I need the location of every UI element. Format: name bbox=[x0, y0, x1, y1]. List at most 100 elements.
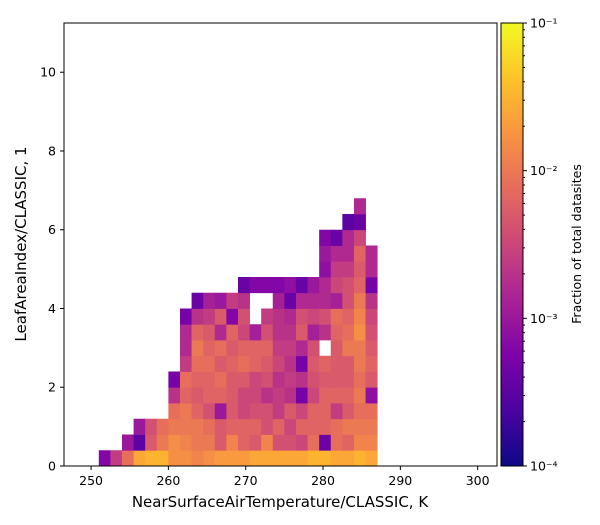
heatmap-cell bbox=[237, 355, 250, 372]
heatmap-cell bbox=[342, 229, 355, 246]
heatmap-cell bbox=[284, 308, 297, 325]
heatmap-cell bbox=[353, 339, 366, 357]
heatmap-cell bbox=[226, 324, 239, 341]
x-axis-label: NearSurfaceAirTemperature/CLASSIC, K bbox=[132, 493, 430, 511]
heatmap-cell bbox=[353, 213, 366, 231]
heatmap-cell bbox=[249, 418, 262, 435]
heatmap-cell bbox=[353, 292, 366, 309]
heatmap-cell bbox=[295, 292, 308, 309]
heatmap-cell bbox=[284, 402, 297, 420]
heatmap-cell bbox=[261, 450, 274, 467]
heatmap-cell bbox=[365, 355, 378, 372]
heatmap-cell bbox=[353, 371, 366, 388]
heatmap-cell bbox=[342, 418, 355, 435]
heatmap-cell bbox=[284, 292, 297, 309]
heatmap-cell bbox=[272, 308, 285, 325]
heatmap-cell bbox=[237, 371, 250, 388]
heatmap-cell bbox=[365, 261, 378, 278]
x-tick-label: 300 bbox=[466, 473, 490, 488]
heatmap-cell bbox=[307, 355, 320, 372]
heatmap-cell bbox=[214, 339, 227, 357]
heatmap-cell bbox=[133, 434, 146, 451]
heatmap-cell bbox=[353, 387, 366, 404]
heatmap-cell bbox=[214, 324, 227, 341]
heatmap-cell bbox=[249, 324, 262, 341]
heatmap-cell bbox=[353, 355, 366, 372]
heatmap-cell bbox=[214, 355, 227, 372]
heatmap-cell bbox=[342, 371, 355, 388]
heatmap-cell bbox=[330, 434, 343, 451]
heatmap-cell bbox=[307, 450, 320, 467]
colorbar-ticks: 10⁻¹ 10⁻² 10⁻³ 10⁻⁴ bbox=[523, 16, 558, 474]
y-tick-label: 2 bbox=[48, 380, 56, 395]
heatmap-cell bbox=[330, 371, 343, 388]
heatmap-cell bbox=[307, 418, 320, 435]
heatmap-cell bbox=[237, 339, 250, 357]
heatmap-cell bbox=[284, 276, 297, 294]
colorbar-tick-label: 10⁻¹ bbox=[530, 16, 558, 31]
heatmap-cell bbox=[179, 324, 192, 341]
heatmap-cell bbox=[249, 276, 262, 294]
heatmap-cell bbox=[168, 387, 181, 404]
heatmap-cell bbox=[237, 276, 250, 294]
heatmap-cell bbox=[295, 355, 308, 372]
heatmap-cell bbox=[342, 261, 355, 278]
heatmap-cell bbox=[319, 308, 332, 325]
heatmap-cell bbox=[365, 339, 378, 357]
heatmap-cell bbox=[179, 418, 192, 435]
heatmap-cell bbox=[168, 371, 181, 388]
heatmap-cell bbox=[261, 387, 274, 404]
heatmap-cell bbox=[330, 450, 343, 467]
heatmap-cell bbox=[249, 434, 262, 451]
heatmap-cell bbox=[179, 371, 192, 388]
heatmap-cell bbox=[284, 371, 297, 388]
heatmap-cell bbox=[203, 324, 216, 341]
heatmap-cell bbox=[353, 261, 366, 278]
x-tick-label: 270 bbox=[234, 473, 258, 488]
heatmap-cell bbox=[261, 418, 274, 435]
heatmap-cell bbox=[121, 434, 134, 451]
heatmap-cell bbox=[319, 402, 332, 420]
heatmap-cell bbox=[295, 402, 308, 420]
heatmap-cell bbox=[319, 434, 332, 451]
heatmap-cell bbox=[249, 355, 262, 372]
heatmap-cell bbox=[168, 450, 181, 467]
heatmap-cell bbox=[330, 355, 343, 372]
heatmap-cell bbox=[191, 355, 204, 372]
heatmap-cell bbox=[214, 418, 227, 435]
heatmap-cell bbox=[191, 292, 204, 309]
heatmap-cell bbox=[342, 308, 355, 325]
heatmap-cell bbox=[203, 339, 216, 357]
heatmap-cell bbox=[272, 292, 285, 309]
heatmap-cell bbox=[342, 213, 355, 231]
heatmap-cell bbox=[342, 292, 355, 309]
heatmap-cell bbox=[191, 450, 204, 467]
heatmap-cell bbox=[284, 324, 297, 341]
heatmap-cell bbox=[226, 418, 239, 435]
heatmap-cell bbox=[365, 402, 378, 420]
y-tick-label: 8 bbox=[48, 143, 56, 158]
heatmap-cell bbox=[191, 402, 204, 420]
heatmap-cell bbox=[226, 308, 239, 325]
heatmap-cell bbox=[307, 387, 320, 404]
heatmap-cell bbox=[284, 387, 297, 404]
heatmap-cell bbox=[168, 434, 181, 451]
heatmap-cell bbox=[203, 418, 216, 435]
y-tick-label: 4 bbox=[48, 301, 56, 316]
heatmap-cell bbox=[261, 371, 274, 388]
heatmap-cell bbox=[191, 387, 204, 404]
heatmap-cell bbox=[226, 339, 239, 357]
heatmap-cell bbox=[272, 387, 285, 404]
heatmap-cell bbox=[203, 434, 216, 451]
heatmap-cell bbox=[365, 324, 378, 341]
heatmap-cell bbox=[226, 371, 239, 388]
heatmap-cell bbox=[342, 276, 355, 294]
heatmap-cell bbox=[156, 418, 169, 435]
heatmap-cell bbox=[330, 308, 343, 325]
heatmap-cell bbox=[295, 324, 308, 341]
heatmap-cell bbox=[330, 292, 343, 309]
heatmap-cell bbox=[226, 402, 239, 420]
heatmap-cell bbox=[330, 245, 343, 262]
heatmap-cell bbox=[319, 229, 332, 246]
heatmap-cell bbox=[110, 450, 123, 467]
